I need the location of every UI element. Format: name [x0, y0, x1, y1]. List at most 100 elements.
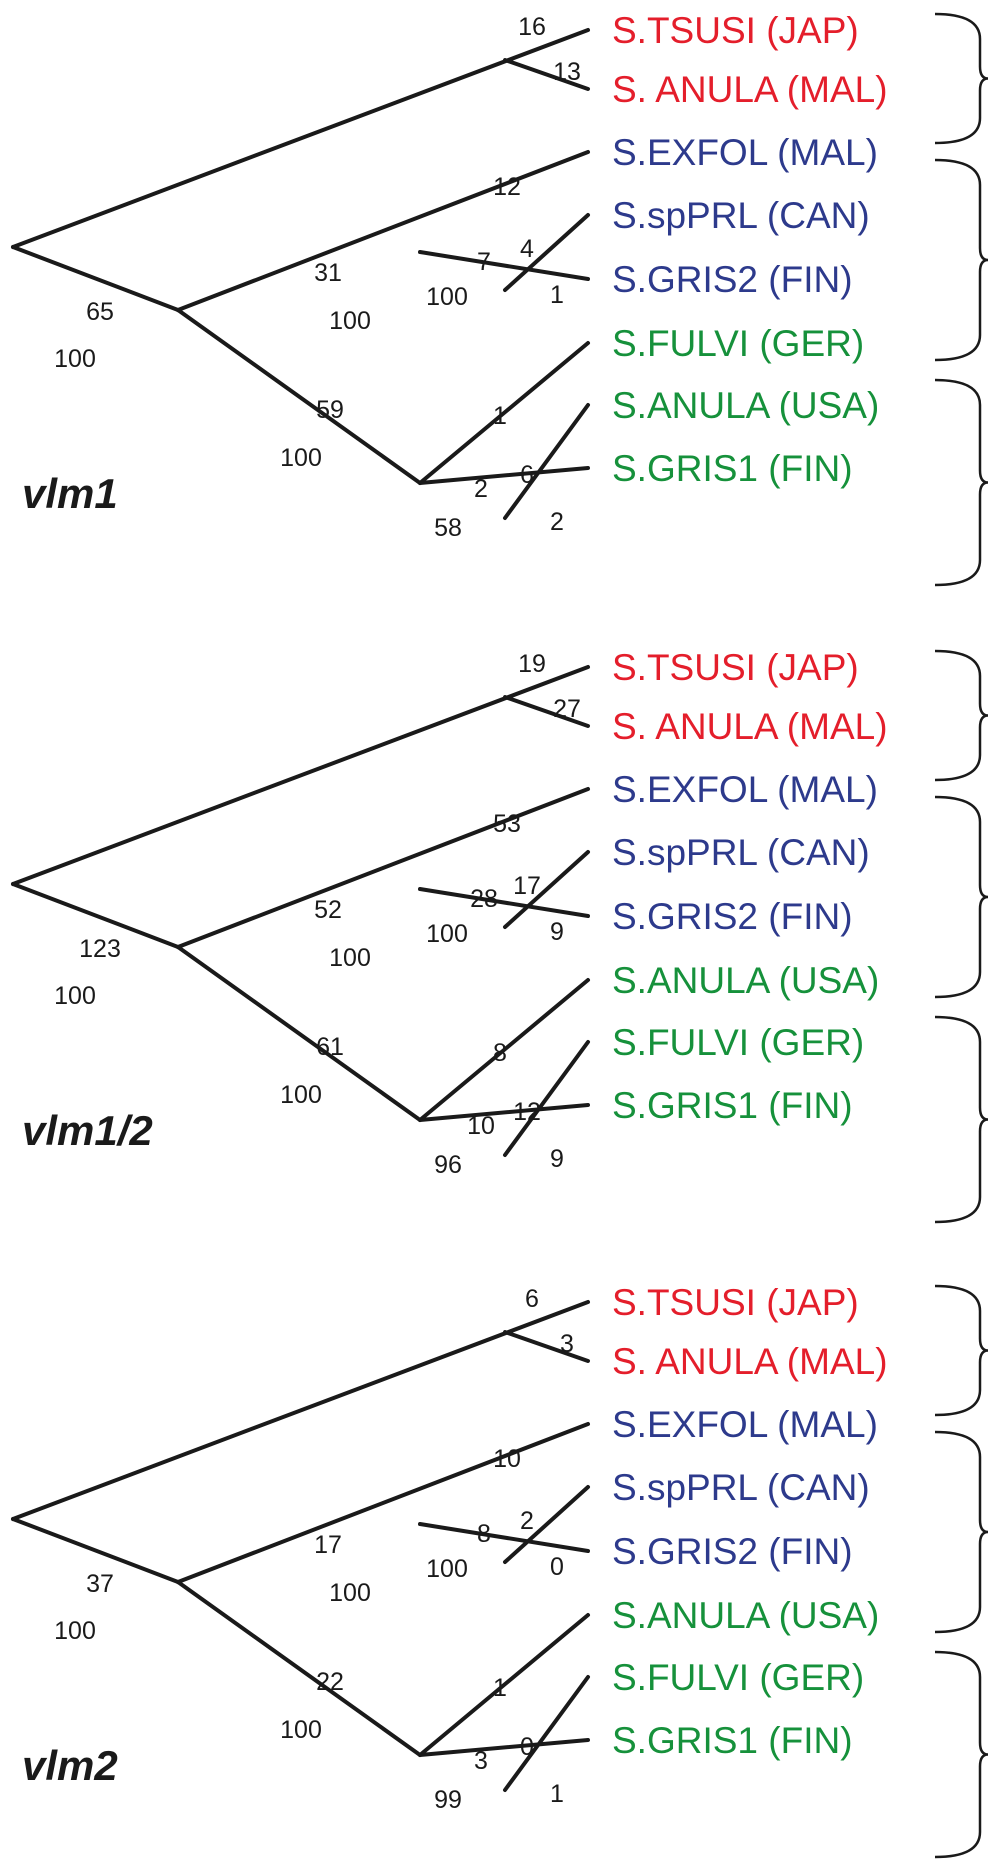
- branch-green-clade-upper: [418, 1613, 590, 1757]
- leaf-label: S.TSUSI (JAP): [612, 10, 859, 51]
- branch-green-clade-lower: [418, 1103, 590, 1122]
- branch-length-label: 123: [79, 935, 121, 963]
- branch-length-label: 1: [550, 281, 564, 309]
- branch-length-label: 12: [493, 173, 521, 201]
- leaf-label: S.GRIS1 (FIN): [612, 1720, 853, 1761]
- leaf-label: S.spPRL (CAN): [612, 1467, 870, 1508]
- leaf-label: S.TSUSI (JAP): [612, 647, 859, 688]
- branch-length-label: 12: [513, 1098, 541, 1126]
- branch-length-label: 0: [550, 1553, 564, 1581]
- leaf-label: S.GRIS1 (FIN): [612, 1085, 853, 1126]
- branch-blue-clade-lower: [418, 887, 590, 918]
- bootstrap-label: 100: [329, 307, 371, 335]
- branch-length-label: 1: [493, 1674, 507, 1702]
- clade-bracket: [934, 1284, 989, 1417]
- branch-top-pair-lower: [503, 1330, 590, 1363]
- leaf-label: S.GRIS1 (FIN): [612, 448, 853, 489]
- panel-title: vlm1: [22, 470, 118, 517]
- leaf-label: S.EXFOL (MAL): [612, 769, 878, 810]
- leaf-label: S. ANULA (MAL): [612, 1341, 888, 1382]
- branch-root-to-top-pair: [11, 28, 590, 249]
- branch-blue-inner-upper: [503, 1485, 590, 1564]
- leaf-label: S.ANULA (USA): [612, 385, 879, 426]
- branch-blue-inner-upper: [503, 213, 590, 292]
- branch-length-label: 3: [474, 1747, 488, 1775]
- clade-bracket: [934, 378, 989, 587]
- branch-length-label: 9: [550, 1145, 564, 1173]
- leaf-label: S.TSUSI (JAP): [612, 1282, 859, 1323]
- branch-root-to-top-pair: [11, 1300, 590, 1521]
- leaf-label: S.GRIS2 (FIN): [612, 259, 853, 300]
- leaf-label: S.FULVI (GER): [612, 1657, 864, 1698]
- branch-length-label: 61: [316, 1033, 344, 1061]
- bootstrap-label: 100: [426, 283, 468, 311]
- bootstrap-label: 100: [54, 1617, 96, 1645]
- branch-length-label: 2: [550, 508, 564, 536]
- branch-length-label: 7: [477, 248, 491, 276]
- branch-length-label: 8: [493, 1039, 507, 1067]
- branch-length-label: 17: [513, 872, 541, 900]
- branch-length-label: 22: [316, 1668, 344, 1696]
- branch-green-clade-upper: [418, 341, 590, 485]
- branch-ingroup-to-green-clade: [176, 308, 422, 485]
- branch-length-label: 13: [553, 58, 581, 86]
- branch-root-to-top-pair: [11, 665, 590, 886]
- branch-length-label: 52: [314, 896, 342, 924]
- branch-length-label: 31: [314, 259, 342, 287]
- branch-length-label: 1: [493, 402, 507, 430]
- branch-green-clade-lower: [418, 1738, 590, 1757]
- branch-blue-clade-lower: [418, 1522, 590, 1553]
- branch-length-label: 16: [518, 13, 546, 41]
- bootstrap-label: 100: [329, 944, 371, 972]
- clade-bracket: [934, 1650, 989, 1859]
- clade-bracket: [934, 1015, 989, 1224]
- branch-length-label: 2: [520, 1507, 534, 1535]
- leaf-label: S.ANULA (USA): [612, 1595, 879, 1636]
- clade-bracket: [934, 1430, 989, 1634]
- leaf-label: S.GRIS2 (FIN): [612, 896, 853, 937]
- branch-green-clade-upper: [418, 978, 590, 1122]
- branch-length-label: 59: [316, 396, 344, 424]
- bootstrap-label: 100: [280, 1716, 322, 1744]
- branch-ingroup-to-green-clade: [176, 1580, 422, 1757]
- branch-blue-inner-upper: [503, 850, 590, 929]
- branch-length-label: 37: [86, 1570, 114, 1598]
- branch-length-label: 53: [493, 810, 521, 838]
- panel-title: vlm1/2: [22, 1107, 153, 1154]
- clade-bracket: [934, 158, 989, 362]
- clade-bracket: [934, 795, 989, 999]
- leaf-label: S.ANULA (USA): [612, 960, 879, 1001]
- leaf-label: S.GRIS2 (FIN): [612, 1531, 853, 1572]
- branch-green-inner-upper: [503, 403, 590, 520]
- bootstrap-label: 100: [280, 1081, 322, 1109]
- branch-ingroup-to-blue-clade: [176, 150, 590, 312]
- bootstrap-label: 100: [280, 444, 322, 472]
- branch-top-pair-lower: [503, 58, 590, 91]
- branch-green-inner-upper: [503, 1040, 590, 1157]
- panel-title: vlm2: [22, 1742, 118, 1789]
- branch-length-label: 3: [560, 1330, 574, 1358]
- leaf-label: S. ANULA (MAL): [612, 69, 888, 110]
- branch-length-label: 4: [520, 235, 534, 263]
- bootstrap-label: 100: [426, 920, 468, 948]
- branch-length-label: 28: [470, 885, 498, 913]
- branch-length-label: 8: [477, 1520, 491, 1548]
- bootstrap-label: 100: [426, 1555, 468, 1583]
- branch-root-to-ingroup: [11, 1517, 180, 1584]
- branch-length-label: 27: [553, 695, 581, 723]
- bootstrap-label: 100: [329, 1579, 371, 1607]
- branch-green-inner-upper: [503, 1675, 590, 1792]
- branch-length-label: 17: [314, 1531, 342, 1559]
- branch-length-label: 6: [520, 461, 534, 489]
- branch-root-to-ingroup: [11, 245, 180, 312]
- branch-ingroup-to-blue-clade: [176, 1422, 590, 1584]
- branch-length-label: 2: [474, 475, 488, 503]
- branch-length-label: 9: [550, 918, 564, 946]
- clade-bracket: [934, 649, 989, 782]
- branch-ingroup-to-green-clade: [176, 945, 422, 1122]
- branch-blue-clade-lower: [418, 250, 590, 281]
- leaf-label: S. ANULA (MAL): [612, 706, 888, 747]
- bootstrap-label: 96: [434, 1151, 462, 1179]
- clade-bracket: [934, 12, 989, 145]
